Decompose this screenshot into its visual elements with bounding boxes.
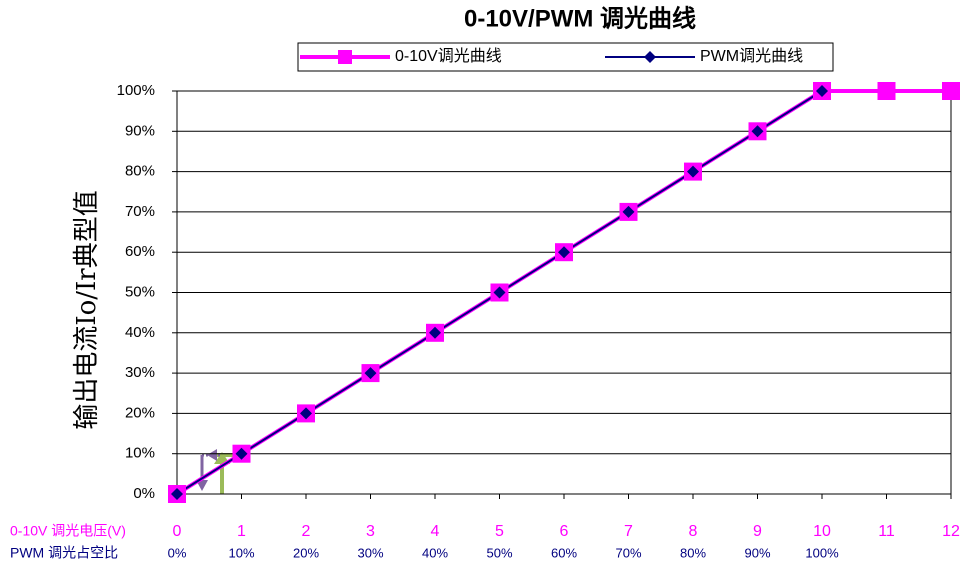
diamond-marker: [558, 246, 570, 259]
legend-marker: [338, 50, 352, 64]
y-tick-label: 90%: [125, 122, 155, 139]
x-tick-label: 11: [878, 523, 895, 540]
y-tick-label: 0%: [133, 485, 155, 502]
y-tick-label: 50%: [125, 283, 155, 300]
diamond-marker: [622, 205, 635, 218]
x2-tick-label: 70%: [615, 545, 641, 560]
y-tick-label: 100%: [117, 82, 155, 99]
x-tick-label: 1: [237, 523, 246, 540]
x-tick-label: 2: [302, 523, 311, 540]
square-marker: [877, 82, 896, 100]
x2-tick-label: 50%: [486, 545, 512, 560]
y-tick-label: 30%: [125, 364, 155, 381]
diamond-marker: [751, 125, 764, 138]
x2-tick-label: 10%: [228, 545, 254, 560]
legend-marker: [644, 51, 656, 63]
x2-tick-label: 100%: [805, 545, 839, 560]
legend-label: 0-10V调光曲线: [395, 47, 502, 65]
x-tick-label: 5: [495, 523, 504, 540]
x-tick-label: 7: [624, 523, 633, 540]
y-tick-label: 70%: [125, 203, 155, 220]
x-tick-label: 4: [431, 523, 440, 540]
chart-title: 0-10V/PWM 调光曲线: [464, 5, 696, 32]
x-tick-label: 6: [560, 523, 569, 540]
diamond-marker: [493, 286, 506, 299]
x2-tick-label: 20%: [293, 545, 319, 560]
x2-tick-label: 40%: [422, 545, 448, 560]
x2-tick-label: 80%: [680, 545, 706, 560]
legend-label: PWM调光曲线: [700, 47, 803, 65]
x-tick-label: 0: [173, 523, 182, 540]
diamond-marker: [816, 85, 828, 97]
diamond-marker: [235, 447, 248, 460]
y-tick-label: 60%: [125, 243, 155, 260]
diamond-marker: [687, 165, 699, 178]
diamond-marker: [171, 488, 183, 500]
y-tick-label: 20%: [125, 404, 155, 421]
x-tick-label: 12: [942, 523, 960, 540]
diamond-marker: [364, 367, 377, 380]
x2-tick-label: 0%: [168, 545, 187, 560]
x2-tick-label: 60%: [551, 545, 577, 560]
square-marker: [942, 82, 960, 100]
y-axis-label: 输出电流Io/Ir典型值: [72, 190, 102, 429]
x-axis-label: 0-10V 调光电压(V): [10, 523, 126, 539]
diamond-marker: [300, 407, 312, 420]
x2-axis-label: PWM 调光占空比: [10, 545, 118, 561]
y-tick-label: 10%: [125, 445, 155, 462]
y-tick-label: 40%: [125, 324, 155, 341]
x-tick-label: 10: [813, 523, 831, 540]
x2-tick-label: 90%: [744, 545, 770, 560]
diamond-marker: [429, 326, 441, 339]
x-tick-label: 8: [689, 523, 698, 540]
x2-tick-label: 30%: [357, 545, 383, 560]
x-tick-label: 9: [753, 523, 762, 540]
x-tick-label: 3: [366, 523, 375, 540]
y-tick-label: 80%: [125, 163, 155, 180]
